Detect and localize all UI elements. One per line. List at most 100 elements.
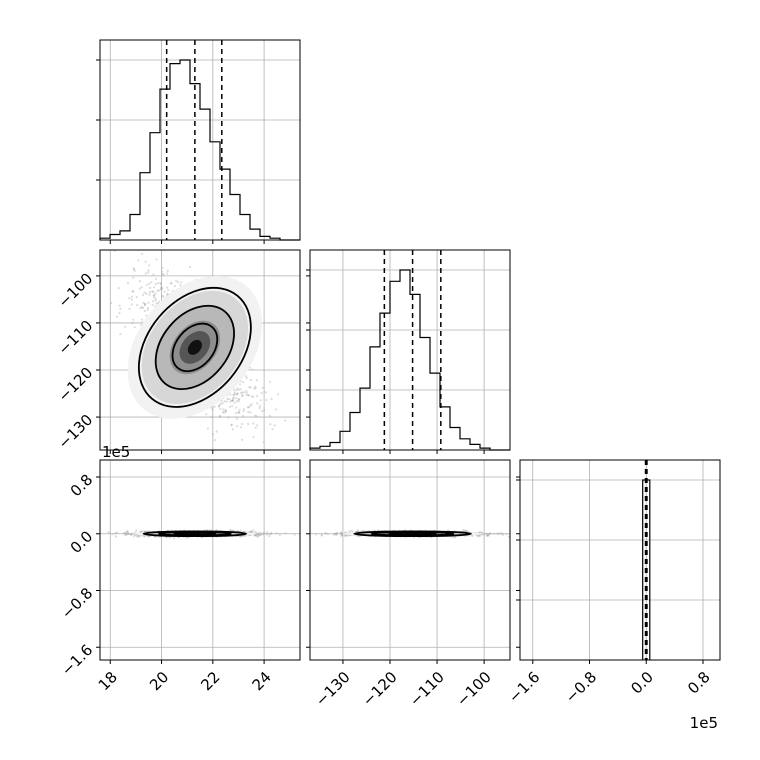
scatter-point (148, 293, 151, 296)
scatter-point (261, 386, 264, 389)
scatter-point (132, 268, 135, 271)
scatter-point (206, 427, 209, 430)
grid-lines (100, 40, 720, 660)
x-tick-label: −130 (312, 668, 354, 710)
scatter-point (131, 295, 134, 298)
density-contour (154, 304, 235, 390)
x-tick-label: −1.6 (505, 668, 543, 706)
scatter-point (229, 393, 232, 396)
scatter-point (254, 531, 257, 534)
scatter-point (241, 438, 244, 441)
scatter-point (213, 439, 217, 442)
scatter-point (154, 282, 157, 286)
x-offset-label: 1e5 (690, 714, 718, 732)
scatter-point (264, 391, 267, 394)
scatter-point (260, 391, 263, 394)
plot-marks (99, 40, 651, 660)
scatter-point (245, 377, 248, 380)
scatter-point (142, 306, 145, 310)
y-tick-label: 0.8 (67, 471, 97, 501)
scatter-point (133, 535, 136, 538)
scatter-point (173, 537, 176, 540)
scatter-point (242, 409, 245, 413)
scatter-point (249, 411, 252, 414)
scatter-point (235, 397, 238, 400)
scatter-point (486, 534, 489, 537)
scatter-point (228, 405, 231, 408)
density-contour (388, 531, 437, 536)
scatter-point (257, 534, 260, 537)
scatter-point (223, 400, 226, 403)
scatter-point (157, 289, 160, 292)
scatter-point (332, 533, 336, 536)
scatter-point (230, 424, 233, 427)
scatter-point (163, 290, 166, 293)
scatter-point (144, 530, 147, 533)
scatter-point (255, 531, 258, 534)
scatter-point (254, 386, 257, 389)
scatter-point (219, 408, 222, 411)
scatter-point (145, 314, 148, 317)
scatter-point (130, 303, 133, 306)
scatter-point (235, 400, 238, 403)
scatter-point (143, 291, 146, 294)
scatter-point (236, 393, 239, 396)
scatter-point (258, 407, 261, 410)
scatter-point (133, 269, 136, 272)
scatter-point (221, 410, 225, 414)
scatter-point (241, 394, 244, 397)
scatter-point (252, 422, 255, 425)
scatter-point (143, 309, 146, 313)
scatter-point (96, 252, 98, 254)
scatter-point (144, 260, 147, 263)
scatter-point (250, 530, 253, 533)
scatter-point (256, 424, 259, 427)
x-tick-label: 20 (146, 668, 172, 694)
scatter-point (236, 387, 239, 390)
scatter-point (148, 290, 152, 294)
scatter-point (131, 290, 134, 293)
scatter-point (478, 534, 482, 538)
scatter-point (128, 297, 131, 300)
scatter-point (141, 252, 144, 255)
scatter-point (250, 395, 254, 398)
scatter-point (179, 284, 182, 287)
scatter-point (145, 283, 148, 286)
scatter-point (110, 301, 113, 305)
scatter-point (154, 297, 157, 300)
scatter-point (260, 410, 264, 413)
scatter-point (356, 529, 360, 532)
scatter-point (249, 386, 252, 389)
scatter-point (167, 288, 170, 292)
scatter-point (278, 533, 281, 537)
scatter-point (173, 284, 176, 288)
scatter-point (232, 393, 235, 397)
scatter-point (465, 529, 468, 532)
scatter-point (240, 422, 244, 426)
scatter-point (233, 396, 236, 399)
scatter-point (239, 529, 242, 532)
scatter-point (239, 388, 242, 391)
scatter-point (348, 530, 351, 533)
scatter-point (205, 413, 208, 416)
scatter-point (275, 408, 278, 411)
scatter-point (152, 294, 155, 297)
scatter-point (514, 532, 516, 534)
scatter-point (215, 430, 218, 433)
y-tick-label: −130 (55, 411, 97, 453)
scatter-point (147, 301, 150, 304)
scatter-point (126, 282, 130, 285)
y-tick-label: −120 (55, 364, 97, 406)
x-tick-label: 18 (95, 668, 121, 694)
scatter-point (138, 280, 142, 283)
scatter-point (144, 272, 147, 275)
scatter-point (229, 400, 232, 403)
scatter-point (140, 305, 143, 309)
y-tick-label: −1.6 (58, 641, 96, 679)
scatter-point (223, 411, 226, 414)
scatter-point (453, 536, 456, 539)
scatter-point (135, 529, 138, 532)
scatter-point (142, 293, 145, 296)
scatter-point (156, 289, 159, 292)
scatter-point (115, 231, 117, 233)
